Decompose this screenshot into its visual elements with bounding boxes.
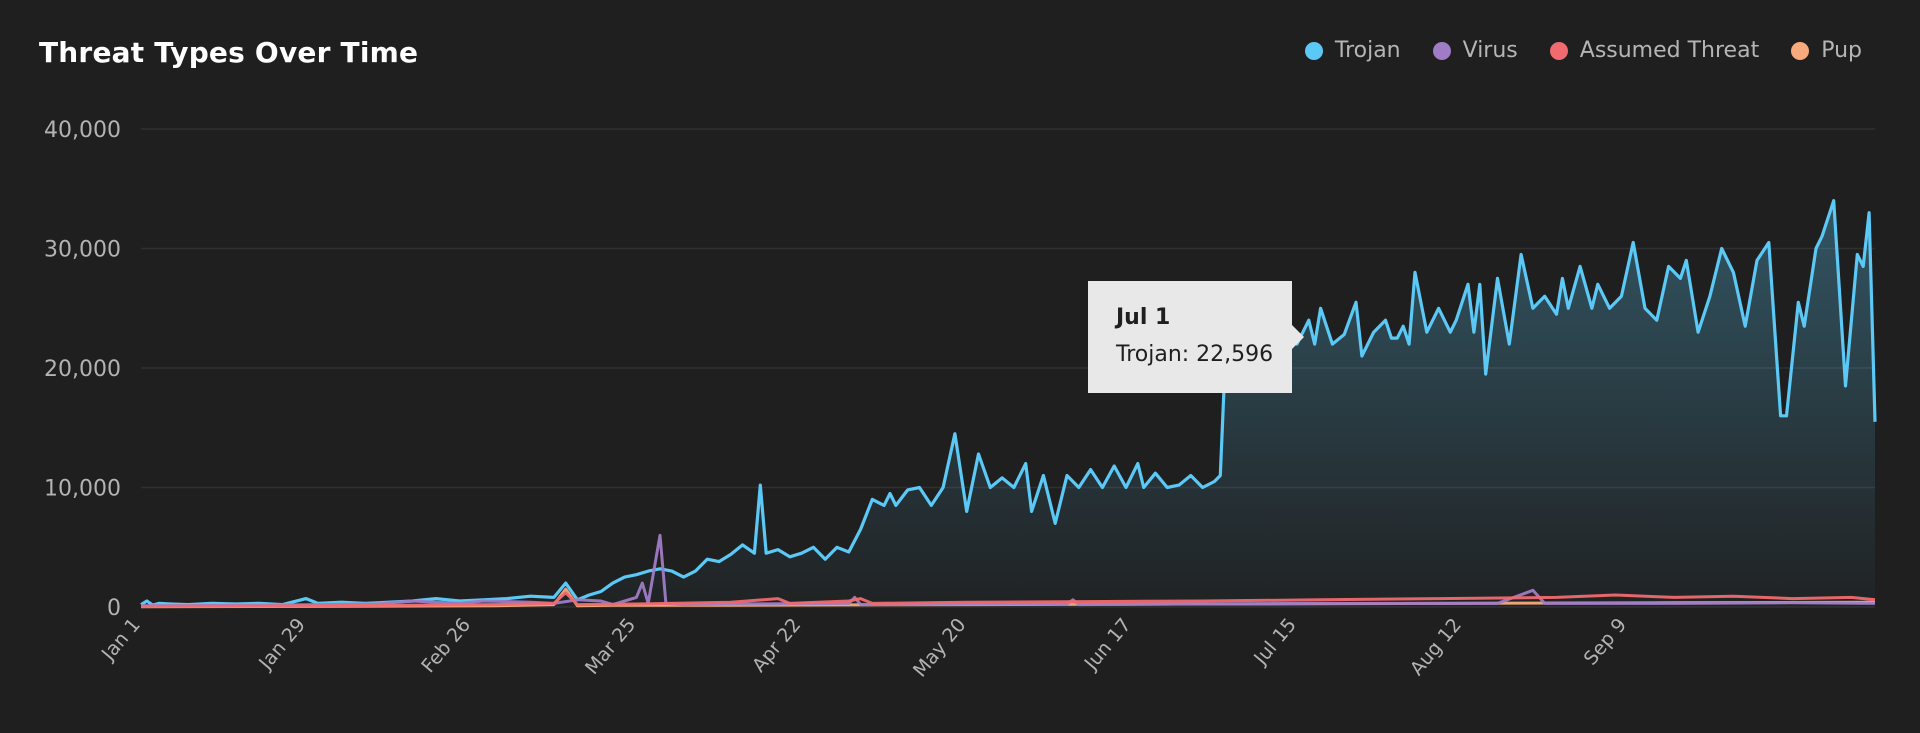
legend-item-trojan[interactable]: Trojan: [1304, 38, 1401, 63]
x-tick-label: Jun 17: [1080, 614, 1136, 675]
legend-swatch-assumed-threat: [1549, 41, 1568, 60]
x-tick-label: Mar 25: [581, 614, 640, 679]
x-tick-label: Aug 12: [1406, 614, 1466, 680]
x-tick-label: Jan 29: [254, 614, 310, 674]
series-line-trojan: [140, 199, 1877, 607]
legend-swatch-virus: [1432, 41, 1451, 60]
chart-title: Threat Types Over Time: [39, 36, 419, 69]
series-area-trojan: [141, 200, 1875, 607]
tooltip-value: Trojan: 22,596: [1116, 342, 1274, 367]
x-tick-label: Jul 15: [1249, 614, 1301, 670]
legend-item-assumed-threat[interactable]: Assumed Threat: [1549, 38, 1760, 63]
y-tick-label: 20,000: [44, 357, 121, 382]
y-tick-label: 30,000: [44, 238, 121, 263]
legend-item-virus[interactable]: Virus: [1432, 38, 1518, 63]
legend-label-virus: Virus: [1462, 38, 1518, 63]
x-tick-label: Sep 9: [1580, 614, 1632, 669]
tooltip-date: Jul 1: [1116, 305, 1171, 330]
y-tick-label: 0: [107, 596, 121, 621]
x-tick-label: May 20: [909, 614, 971, 681]
tooltip: Jul 1 Trojan: 22,596: [1088, 281, 1304, 393]
x-tick-label: Apr 22: [748, 614, 805, 676]
series-line-assumed-threat: [140, 591, 1876, 608]
legend-label-pup: Pup: [1821, 38, 1862, 63]
x-tick-label: Feb 26: [417, 614, 475, 677]
legend-label-assumed-threat: Assumed Threat: [1579, 38, 1760, 63]
legend-swatch-trojan: [1304, 41, 1323, 60]
y-tick-label: 40,000: [44, 118, 121, 143]
legend-swatch-pup: [1791, 41, 1810, 60]
legend-label-trojan: Trojan: [1334, 38, 1401, 63]
legend-item-pup[interactable]: Pup: [1791, 38, 1862, 63]
x-tick-label: Jan 1: [97, 614, 145, 665]
legend: Trojan Virus Assumed Threat Pup: [1304, 38, 1862, 63]
y-tick-label: 10,000: [44, 477, 121, 502]
